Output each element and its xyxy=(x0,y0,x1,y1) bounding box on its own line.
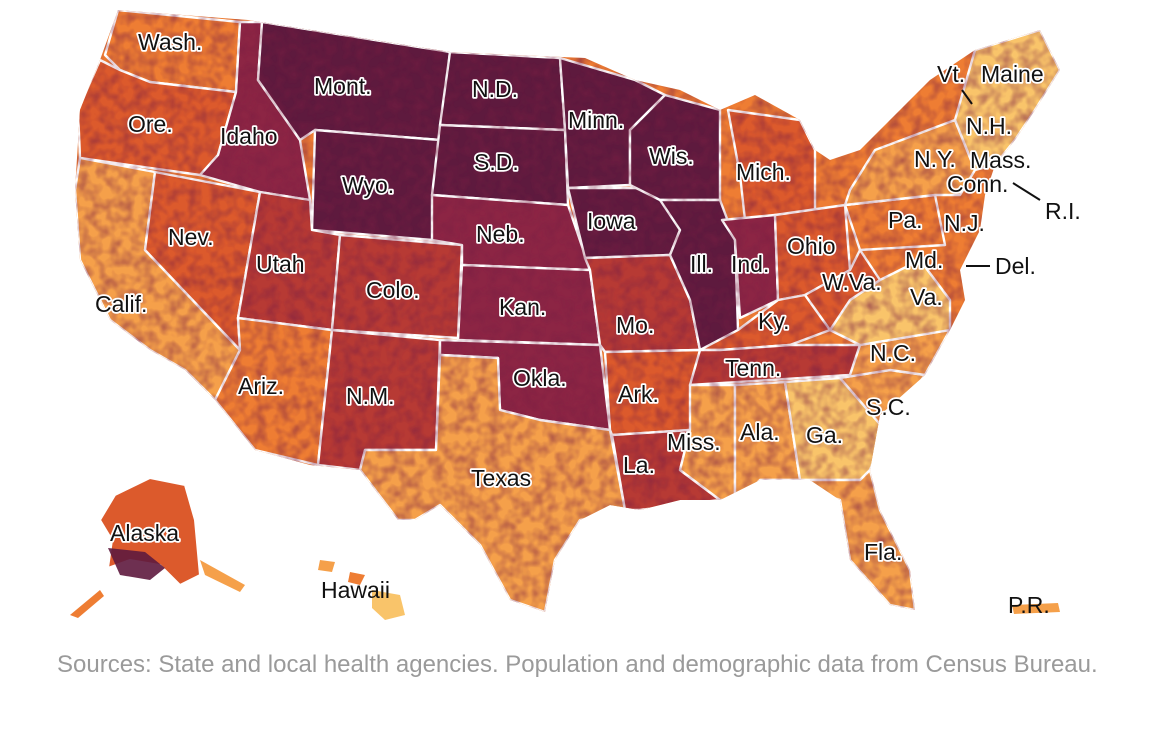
label-la: La. xyxy=(623,452,655,478)
label-minn: Minn. xyxy=(568,107,624,133)
label-ill: Ill. xyxy=(690,251,713,277)
label-okla: Okla. xyxy=(513,365,567,391)
label-nc: N.C. xyxy=(870,340,916,366)
label-iowa: Iowa xyxy=(587,208,636,234)
label-calif: Calif. xyxy=(95,291,147,317)
label-hawaii: Hawaii xyxy=(321,577,390,603)
leader-vt xyxy=(961,89,973,105)
label-ga: Ga. xyxy=(806,422,843,448)
alaska xyxy=(70,476,245,618)
hawaii xyxy=(318,560,405,620)
label-md: Md. xyxy=(905,247,943,273)
label-ark: Ark. xyxy=(618,381,659,407)
label-del: Del. xyxy=(995,253,1036,279)
label-idaho: Idaho xyxy=(220,123,278,149)
label-wyo: Wyo. xyxy=(342,172,394,198)
label-wash: Wash. xyxy=(138,29,202,55)
label-ariz: Ariz. xyxy=(238,373,284,399)
label-nm: N.M. xyxy=(346,383,395,409)
sources-note: Sources: State and local health agencies… xyxy=(57,651,1098,678)
label-tenn: Tenn. xyxy=(725,355,781,381)
label-ny: N.Y. xyxy=(914,146,956,172)
label-mich: Mich. xyxy=(736,159,791,185)
label-alaska: Alaska xyxy=(110,520,179,546)
label-ky: Ky. xyxy=(758,308,790,334)
label-kan: Kan. xyxy=(499,294,546,320)
label-neb: Neb. xyxy=(476,221,525,247)
label-nh: N.H. xyxy=(966,113,1012,139)
label-maine: Maine xyxy=(981,61,1044,87)
contiguous-us xyxy=(75,10,1060,612)
leader-lines xyxy=(961,89,1041,267)
label-ala: Ala. xyxy=(740,419,780,445)
label-texas: Texas xyxy=(471,465,531,491)
label-wis: Wis. xyxy=(649,143,694,169)
label-va: Va. xyxy=(910,284,943,310)
label-nev: Nev. xyxy=(168,224,214,250)
label-ind: Ind. xyxy=(731,251,769,277)
label-sd: S.D. xyxy=(474,149,519,175)
label-vt: Vt. xyxy=(937,61,965,87)
state-labels: Wash. Ore. Calif. Nev. Idaho Mont. Wyo. … xyxy=(93,27,1081,618)
label-wva: W.Va. xyxy=(822,269,882,295)
label-nd: N.D. xyxy=(472,76,518,102)
label-fla: Fla. xyxy=(864,539,902,565)
label-mo: Mo. xyxy=(616,312,654,338)
label-utah: Utah xyxy=(256,251,305,277)
label-ore: Ore. xyxy=(128,111,173,137)
us-county-map: Wash. Ore. Calif. Nev. Idaho Mont. Wyo. … xyxy=(70,10,1081,620)
label-mass: Mass. xyxy=(970,147,1031,173)
label-ohio: Ohio xyxy=(787,233,836,259)
label-pr: P.R. xyxy=(1008,592,1050,618)
leader-ri xyxy=(1012,182,1041,201)
label-conn: Conn. xyxy=(947,171,1008,197)
label-colo: Colo. xyxy=(366,277,420,303)
puerto-rico xyxy=(1012,603,1060,614)
label-sc: S.C. xyxy=(866,394,911,420)
label-pa: Pa. xyxy=(888,207,923,233)
label-nj: N.J. xyxy=(944,210,985,236)
label-mont: Mont. xyxy=(314,73,372,99)
label-miss: Miss. xyxy=(667,429,721,455)
label-ri: R.I. xyxy=(1045,198,1081,224)
